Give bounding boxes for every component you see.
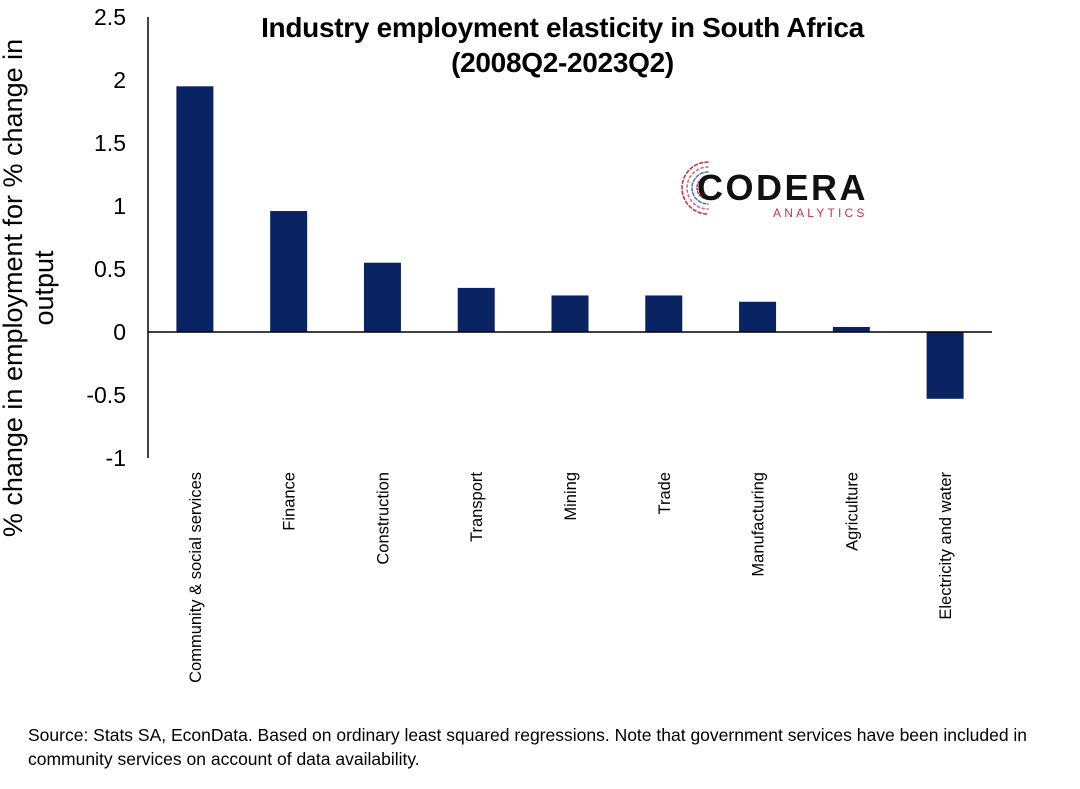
y-axis-label: % change in employment for % change in o… (0, 38, 59, 538)
bar (551, 295, 589, 332)
y-tick-label: 2.5 (94, 4, 126, 30)
y-tick-label: 1.5 (94, 130, 126, 156)
codera-logo-mark-icon (681, 161, 709, 215)
bar (926, 332, 964, 399)
chart-title-line-1: Industry employment elasticity in South … (261, 12, 864, 43)
bar (832, 326, 870, 332)
y-tick-label: 2 (113, 67, 126, 93)
bar (363, 262, 401, 332)
bar (739, 301, 777, 332)
x-tick-label: Community & social services (187, 472, 205, 683)
codera-logo: CODERA ANALYTICS (678, 156, 878, 222)
y-tick-label: 0 (113, 319, 126, 345)
x-tick-label: Manufacturing (750, 472, 768, 577)
y-tick-label: 1 (113, 193, 126, 219)
y-tick-label: -0.5 (86, 382, 126, 408)
y-tick-label: -1 (106, 445, 126, 471)
x-tick-label: Transport (468, 472, 486, 542)
chart-title: Industry employment elasticity in South … (190, 10, 935, 80)
bar (457, 287, 495, 332)
bar (645, 295, 683, 332)
chart-title-line-2: (2008Q2-2023Q2) (451, 47, 674, 78)
source-note: Source: Stats SA, EconData. Based on ord… (28, 725, 1028, 769)
x-tick-label: Electricity and water (937, 471, 955, 619)
x-tick-label: Mining (562, 472, 580, 521)
bar (270, 211, 308, 332)
x-tick-label: Agriculture (843, 472, 861, 551)
bar (176, 86, 214, 332)
codera-logo-subtitle: ANALYTICS (773, 206, 868, 220)
codera-logo-wordmark: CODERA (697, 167, 869, 208)
y-tick-label: 0.5 (94, 256, 126, 282)
x-tick-label: Construction (374, 472, 392, 565)
x-tick-label: Finance (281, 472, 299, 531)
x-tick-label: Trade (656, 472, 674, 515)
